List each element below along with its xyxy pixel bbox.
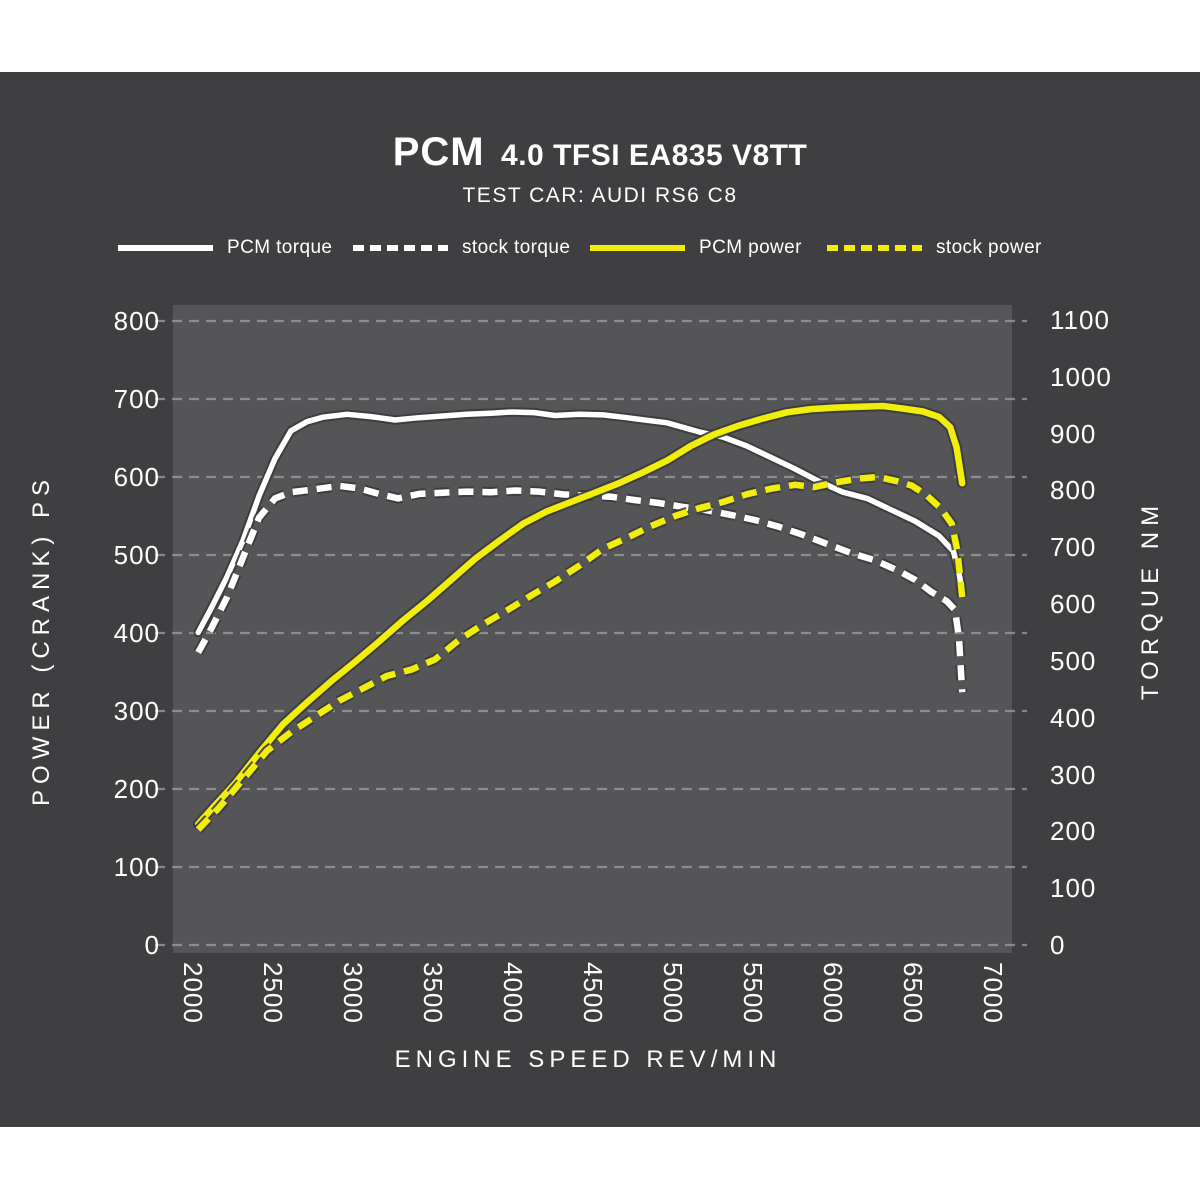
right-tick-900: 900 [1050,418,1097,449]
legend-swatch-stock-power [827,245,922,251]
right-tick-400: 400 [1050,702,1097,733]
x-tick-5500: 5500 [738,962,768,1024]
right-tick-800: 800 [1050,475,1097,506]
legend-swatch-pcm-power [590,245,685,251]
legend-swatch-pcm-torque [118,245,213,251]
chart-header: PCM 4.0 TFSI EA835 V8TT TEST CAR: AUDI R… [0,130,1200,208]
series-pcm-torque-line [195,409,965,636]
right-tick-1000: 1000 [1050,361,1112,392]
left-tick-600: 600 [113,462,160,492]
left-tick-200: 200 [113,774,160,804]
left-tick-700: 700 [113,384,160,414]
x-tick-2500: 2500 [258,962,288,1024]
right-tick-700: 700 [1050,532,1097,563]
right-tick-200: 200 [1050,816,1097,847]
engine-title: 4.0 TFSI EA835 V8TT [501,139,808,172]
x-tick-3500: 3500 [418,962,448,1024]
right-tick-600: 600 [1050,589,1097,620]
x-tick-6500: 6500 [898,962,928,1024]
left-tick-500: 500 [113,540,160,570]
legend-label-stock-power: stock power [936,237,1042,258]
legend-label-pcm-torque: PCM torque [227,237,333,258]
legend-swatch-stock-torque [353,245,448,251]
x-tick-2000: 2000 [178,962,208,1024]
chart-subtitle: TEST CAR: AUDI RS6 C8 [462,184,738,207]
left-tick-400: 400 [113,618,160,648]
legend-label-stock-torque: stock torque [462,237,571,258]
right-tick-500: 500 [1050,645,1097,676]
series-pcm-power-line [194,402,966,828]
left-tick-100: 100 [113,852,160,882]
left-tick-0: 0 [144,930,160,960]
x-tick-4000: 4000 [498,962,528,1024]
series-stock-power-line [195,473,966,832]
left-tick-800: 800 [113,306,160,336]
x-axis-title: ENGINE SPEED REV/MIN [394,1046,782,1073]
x-tick-7000: 7000 [978,962,1008,1024]
brand-title: PCM [392,130,485,174]
right-tick-300: 300 [1050,759,1097,790]
x-tick-5000: 5000 [658,962,688,1024]
x-tick-3000: 3000 [338,962,368,1024]
right-axis-title: TORQUE NM [1137,499,1164,701]
x-tick-6000: 6000 [818,962,848,1024]
left-axis-title: POWER (CRANK) PS [28,473,55,807]
right-tick-1100: 1100 [1050,305,1110,335]
x-tick-4500: 4500 [578,962,608,1024]
chart-title: PCM 4.0 TFSI EA835 V8TT [0,130,1200,175]
left-tick-300: 300 [113,696,160,726]
right-tick-100: 100 [1050,873,1097,904]
legend-label-pcm-power: PCM power [699,237,802,258]
right-tick-0: 0 [1050,930,1066,960]
